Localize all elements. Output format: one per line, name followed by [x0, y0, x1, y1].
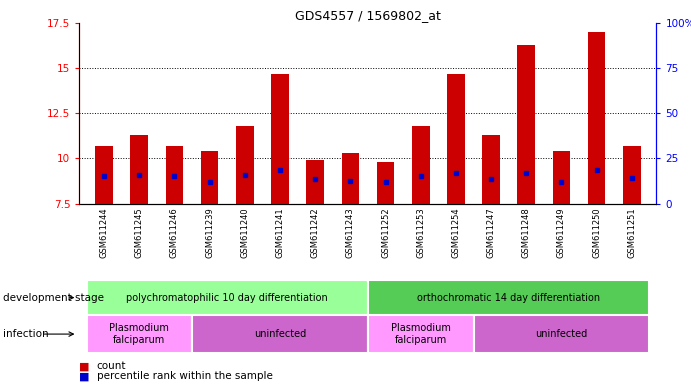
- Text: polychromatophilic 10 day differentiation: polychromatophilic 10 day differentiatio…: [126, 293, 328, 303]
- Text: development stage: development stage: [3, 293, 104, 303]
- Text: uninfected: uninfected: [254, 329, 306, 339]
- Text: Plasmodium
falciparum: Plasmodium falciparum: [109, 323, 169, 345]
- Bar: [306, 160, 324, 204]
- Text: percentile rank within the sample: percentile rank within the sample: [97, 371, 273, 381]
- Bar: [271, 74, 289, 204]
- Bar: [368, 280, 650, 315]
- Bar: [623, 146, 641, 204]
- Text: GSM611243: GSM611243: [346, 207, 355, 258]
- Text: GSM611242: GSM611242: [311, 207, 320, 258]
- Text: orthochromatic 14 day differentiation: orthochromatic 14 day differentiation: [417, 293, 600, 303]
- Bar: [588, 32, 605, 204]
- Text: ■: ■: [79, 371, 90, 381]
- Bar: [131, 135, 148, 204]
- Text: count: count: [97, 361, 126, 371]
- Text: GSM611244: GSM611244: [100, 207, 108, 258]
- Text: GSM611251: GSM611251: [627, 207, 636, 258]
- Text: GSM611252: GSM611252: [381, 207, 390, 258]
- Text: GSM611245: GSM611245: [135, 207, 144, 258]
- Text: GSM611254: GSM611254: [451, 207, 460, 258]
- Bar: [473, 315, 650, 353]
- Text: GSM611240: GSM611240: [240, 207, 249, 258]
- Bar: [95, 146, 113, 204]
- Text: GSM611241: GSM611241: [276, 207, 285, 258]
- Title: GDS4557 / 1569802_at: GDS4557 / 1569802_at: [295, 9, 441, 22]
- Text: GSM611246: GSM611246: [170, 207, 179, 258]
- Bar: [86, 315, 192, 353]
- Text: uninfected: uninfected: [536, 329, 587, 339]
- Bar: [377, 162, 395, 204]
- Text: GSM611250: GSM611250: [592, 207, 601, 258]
- Text: GSM611248: GSM611248: [522, 207, 531, 258]
- Bar: [412, 126, 430, 204]
- Bar: [482, 135, 500, 204]
- Text: ■: ■: [79, 361, 90, 371]
- Text: GSM611239: GSM611239: [205, 207, 214, 258]
- Text: infection: infection: [3, 329, 49, 339]
- Bar: [518, 45, 535, 204]
- Bar: [192, 315, 368, 353]
- Text: Plasmodium
falciparum: Plasmodium falciparum: [391, 323, 451, 345]
- Bar: [368, 315, 473, 353]
- Bar: [447, 74, 465, 204]
- Text: GSM611253: GSM611253: [416, 207, 425, 258]
- Bar: [236, 126, 254, 204]
- Bar: [166, 146, 183, 204]
- Text: GSM611249: GSM611249: [557, 207, 566, 258]
- Bar: [553, 151, 570, 204]
- Bar: [86, 280, 368, 315]
- Bar: [201, 151, 218, 204]
- Text: GSM611247: GSM611247: [486, 207, 495, 258]
- Bar: [341, 153, 359, 204]
